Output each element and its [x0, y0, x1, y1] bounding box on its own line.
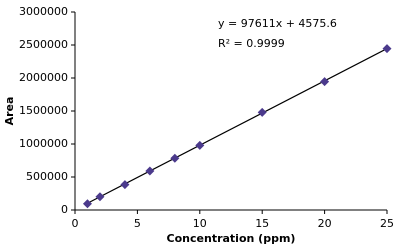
data-point [82, 199, 92, 209]
x-axis-label: Concentration (ppm) [167, 232, 296, 245]
data-point [170, 153, 180, 163]
trendline [87, 48, 388, 204]
data-point [382, 44, 392, 54]
y-tick-label: 2000000 [19, 71, 68, 84]
y-tick-label: 2500000 [19, 38, 68, 51]
x-tick-label: 10 [193, 217, 207, 230]
data-point [195, 140, 205, 150]
y-tick-label: 1500000 [19, 104, 68, 117]
data-point [320, 77, 330, 87]
y-axis-label: Area [3, 97, 16, 126]
trendline-equation: y = 97611x + 4575.6 [218, 17, 337, 30]
y-tick-label: 3000000 [19, 5, 68, 18]
y-tick-label: 1000000 [19, 137, 68, 150]
trendline-r2: R² = 0.9999 [218, 37, 285, 50]
data-point [257, 107, 267, 117]
x-tick-label: 20 [318, 217, 332, 230]
data-point [120, 180, 130, 190]
y-tick-label: 0 [61, 203, 68, 216]
x-tick-label: 0 [72, 217, 79, 230]
x-tick-label: 5 [134, 217, 141, 230]
y-tick-label: 500000 [26, 170, 68, 183]
x-tick-label: 15 [255, 217, 269, 230]
data-point [95, 192, 105, 202]
x-tick-label: 25 [380, 217, 394, 230]
data-point [145, 166, 155, 176]
